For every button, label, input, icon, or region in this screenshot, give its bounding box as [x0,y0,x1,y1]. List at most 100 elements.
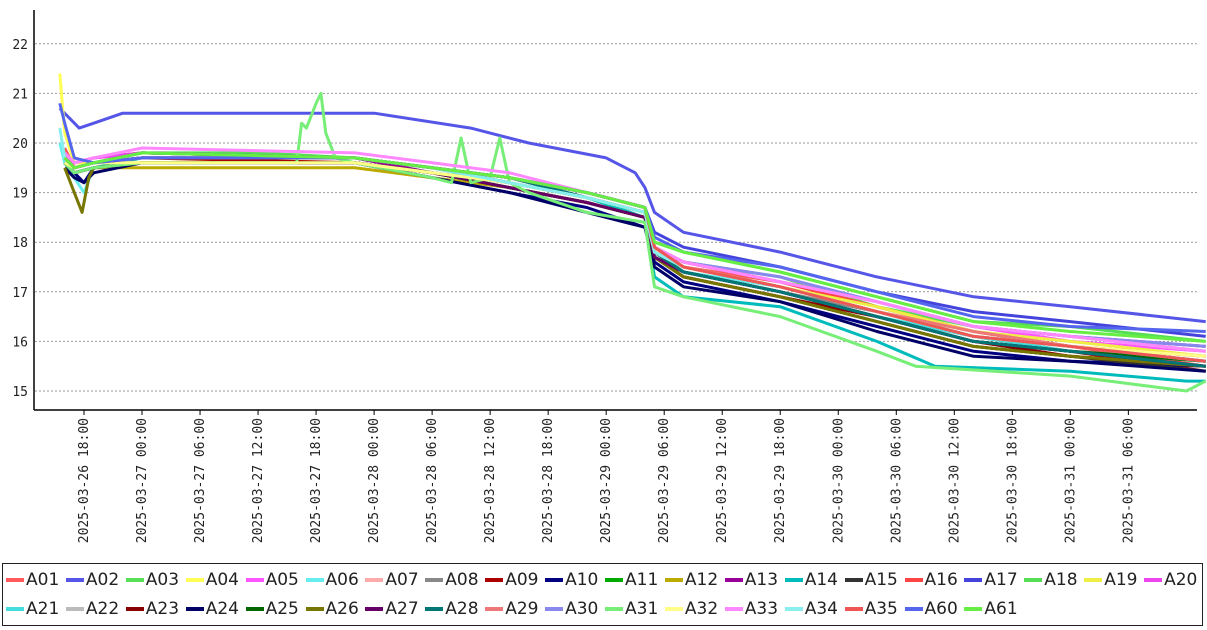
legend-item-A25: A25 [245,595,299,623]
legend-swatch [485,607,504,611]
legend-swatch [545,607,564,611]
legend-label: A28 [445,599,479,619]
series-line-A02 [58,107,1206,324]
legend-item-A17: A17 [964,566,1018,594]
legend-swatch [425,607,444,611]
series-line-A33 [63,146,1206,353]
series-line-A61 [63,151,1206,343]
x-tick-label: 2025-03-26 18:00 [77,418,92,543]
y-tick-label: 18 [12,236,28,251]
legend-label: A02 [85,570,120,590]
legend-label: A31 [625,599,659,619]
legend-item-A33: A33 [724,595,778,623]
series-line-A31 [63,91,1207,393]
legend-swatch [964,607,983,611]
series-line-A11 [63,156,1206,363]
x-tick-label: 2025-03-30 12:00 [947,418,962,543]
legend-label: A27 [385,599,419,619]
legend-item-A07: A07 [365,566,419,594]
legend-label: A35 [864,599,898,619]
x-tick-label: 2025-03-28 12:00 [483,418,498,543]
legend-swatch [6,578,24,582]
legend-item-A32: A32 [664,595,719,623]
legend-swatch [65,607,84,611]
legend-label: A08 [445,570,479,590]
legend-swatch [125,607,144,611]
legend-item-A23: A23 [125,595,180,623]
x-tick-label: 2025-03-31 00:00 [1063,418,1078,543]
legend-label: A01 [26,570,60,590]
legend-item-A20: A20 [1144,566,1197,594]
legend-swatch [365,578,384,582]
x-tick-label: 2025-03-31 06:00 [1121,418,1136,543]
legend-label: A07 [385,570,419,590]
legend-swatch [1144,578,1163,582]
x-tick-label: 2025-03-30 18:00 [1005,418,1020,543]
legend: A01 A02 A03 A04 A05 A06 A07 A08 A09 A10 A11 A12 A13 A… [2,563,1203,626]
legend-swatch [664,607,683,611]
legend-item-A34: A34 [784,595,838,623]
legend-item-A05: A05 [245,566,299,594]
legend-label: A17 [984,570,1018,590]
legend-label: A26 [325,599,359,619]
legend-swatch [245,578,264,582]
legend-label: A04 [205,570,239,590]
legend-label: A23 [145,599,180,619]
legend-item-A60: A60 [904,595,958,623]
legend-item-A11: A11 [605,566,658,594]
x-tick-label: 2025-03-27 12:00 [251,418,266,543]
legend-label: A03 [145,570,180,590]
legend-swatch [305,578,324,582]
x-tick-label: 2025-03-30 00:00 [831,418,846,543]
legend-item-A14: A14 [784,566,838,594]
legend-swatch [185,607,204,611]
legend-label: A24 [205,599,239,619]
legend-swatch [784,607,803,611]
legend-item-A09: A09 [485,566,538,594]
legend-swatch [724,607,743,611]
legend-swatch [784,578,803,582]
legend-swatch [185,578,204,582]
legend-label: A12 [684,570,719,590]
legend-swatch [844,578,863,582]
series-line-A60 [58,102,1206,333]
y-tick-label: 20 [12,137,28,152]
legend-item-A18: A18 [1024,566,1078,594]
legend-item-A24: A24 [185,595,239,623]
legend-item-A21: A21 [6,595,59,623]
legend-swatch [904,607,923,611]
x-tick-label: 2025-03-29 18:00 [773,418,788,543]
legend-item-A10: A10 [545,566,598,594]
x-tick-label: 2025-03-27 00:00 [135,418,150,543]
legend-swatch [964,578,983,582]
legend-label: A16 [924,570,958,590]
legend-swatch [605,578,623,582]
legend-item-A22: A22 [65,595,119,623]
legend-item-A06: A06 [305,566,359,594]
x-tick-label: 2025-03-27 18:00 [309,418,324,543]
y-tick-label: 19 [12,187,28,202]
legend-label: A34 [804,599,838,619]
legend-item-A35: A35 [844,595,898,623]
legend-swatch [365,607,384,611]
legend-label: A11 [625,570,659,590]
legend-swatch [724,578,743,582]
legend-swatch [1024,578,1043,582]
legend-item-A08: A08 [425,566,479,594]
legend-label: A32 [684,599,719,619]
legend-item-A26: A26 [305,595,359,623]
grid-lines [35,43,1197,392]
legend-item-A03: A03 [125,566,180,594]
legend-item-A28: A28 [425,595,479,623]
legend-label: A18 [1044,570,1078,590]
legend-item-A30: A30 [545,595,598,623]
legend-label: A14 [804,570,838,590]
legend-swatch [6,607,24,611]
legend-label: A10 [565,570,599,590]
legend-swatch [245,607,264,611]
legend-swatch [425,578,444,582]
legend-item-A02: A02 [65,566,120,594]
x-tick-label: 2025-03-27 06:00 [193,418,208,543]
x-tick-label: 2025-03-28 18:00 [541,418,556,543]
